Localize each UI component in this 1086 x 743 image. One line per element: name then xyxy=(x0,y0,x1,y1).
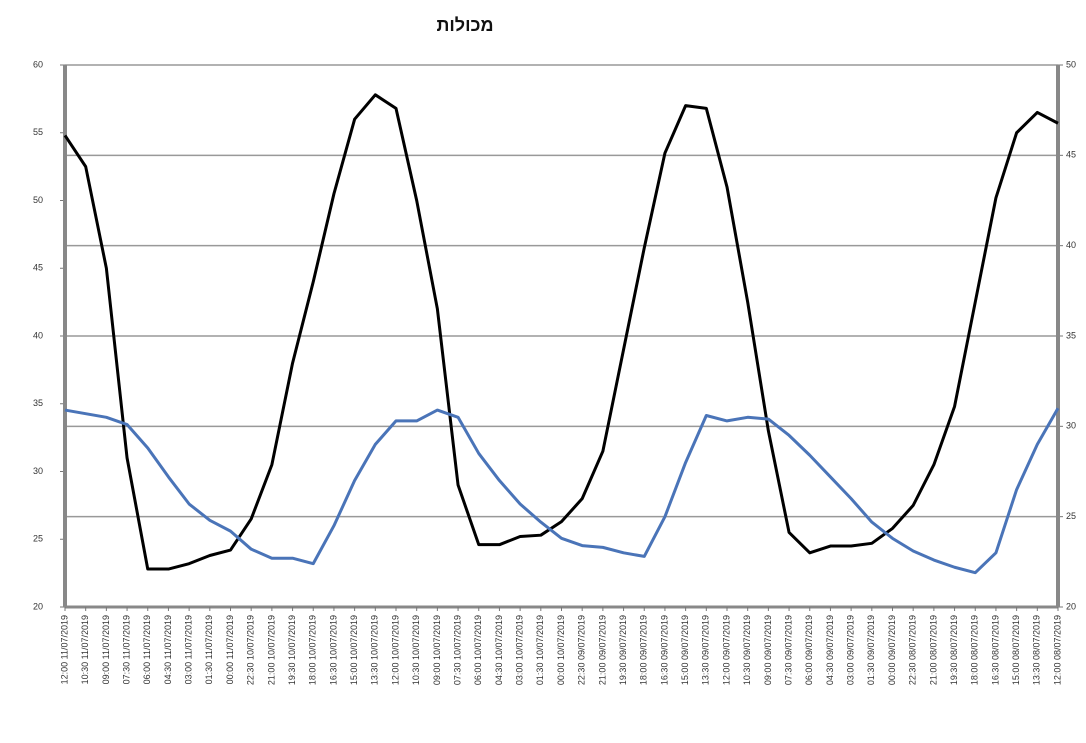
x-tick-label: 01:30 09/07/2019 xyxy=(866,615,876,685)
y-tick-label: 45 xyxy=(33,263,43,273)
x-tick-label: 06:00 09/07/2019 xyxy=(804,615,814,685)
x-tick-label: 22:30 09/07/2019 xyxy=(577,615,587,685)
x-tick-label: 01:30 11/07/2019 xyxy=(204,615,214,684)
x-tick-label: 19:30 08/07/2019 xyxy=(949,615,959,685)
y-tick-label: 40 xyxy=(33,330,43,340)
x-tick-label: 15:00 08/07/2019 xyxy=(1011,615,1021,685)
y-tick-label: 20 xyxy=(33,601,43,611)
x-tick-label: 04:30 09/07/2019 xyxy=(825,615,835,685)
x-tick-label: 16:30 10/07/2019 xyxy=(328,615,338,685)
x-tick-label: 21:00 08/07/2019 xyxy=(928,615,938,685)
x-tick-label: 12:00 10/07/2019 xyxy=(390,615,400,685)
y-tick-label: 50 xyxy=(33,195,43,205)
x-tick-label: 15:00 10/07/2019 xyxy=(349,615,359,685)
y-tick-label: 35 xyxy=(33,398,43,408)
x-tick-label: 06:00 11/07/2019 xyxy=(142,615,152,684)
x-tick-label: 07:30 11/07/2019 xyxy=(121,615,131,684)
y2-tick-label: 30 xyxy=(1066,421,1076,431)
y-tick-label: 60 xyxy=(33,59,43,69)
y2-tick-label: 25 xyxy=(1066,511,1076,521)
y2-tick-label: 40 xyxy=(1066,240,1076,250)
x-tick-label: 06:00 10/07/2019 xyxy=(473,615,483,685)
x-tick-label: 10:30 10/07/2019 xyxy=(411,615,421,685)
x-tick-label: 18:00 10/07/2019 xyxy=(308,615,318,685)
x-tick-label: 00:00 11/07/2019 xyxy=(225,615,235,684)
x-tick-label: 03:00 10/07/2019 xyxy=(515,615,525,685)
x-tick-label: 04:30 11/07/2019 xyxy=(163,615,173,684)
x-tick-label: 21:00 09/07/2019 xyxy=(597,615,607,685)
x-tick-label: 18:00 09/07/2019 xyxy=(639,615,649,685)
x-tick-label: 00:00 09/07/2019 xyxy=(887,615,897,685)
x-tick-label: 21:00 10/07/2019 xyxy=(266,615,276,685)
x-tick-label: 04:30 10/07/2019 xyxy=(494,615,504,685)
series-line xyxy=(63,93,1059,571)
x-tick-label: 13:30 09/07/2019 xyxy=(701,615,711,685)
y2-tick-label: 20 xyxy=(1066,601,1076,611)
x-tick-label: 12:00 08/07/2019 xyxy=(1052,615,1062,685)
x-tick-label: 09:00 09/07/2019 xyxy=(763,615,773,685)
y-tick-label: 25 xyxy=(33,534,43,544)
x-tick-label: 07:30 10/07/2019 xyxy=(452,615,462,685)
x-tick-label: 10:30 09/07/2019 xyxy=(742,615,752,685)
x-tick-label: 03:00 09/07/2019 xyxy=(846,615,856,685)
x-tick-label: 10:30 11/07/2019 xyxy=(80,615,90,684)
chart-title: מכולות xyxy=(436,15,493,35)
y-tick-label: 30 xyxy=(33,466,43,476)
x-tick-label: 09:00 11/07/2019 xyxy=(101,615,111,684)
x-tick-label: 12:00 11/07/2019 xyxy=(59,615,69,684)
x-tick-label: 16:30 09/07/2019 xyxy=(659,615,669,685)
series-line xyxy=(64,407,1060,575)
x-tick-label: 09:00 10/07/2019 xyxy=(432,615,442,685)
y2-tick-label: 35 xyxy=(1066,330,1076,340)
x-tick-label: 00:00 10/07/2019 xyxy=(556,615,566,685)
x-tick-label: 19:30 10/07/2019 xyxy=(287,615,297,685)
x-tick-label: 01:30 10/07/2019 xyxy=(535,615,545,685)
x-tick-label: 12:00 09/07/2019 xyxy=(721,615,731,685)
y2-tick-label: 50 xyxy=(1066,59,1076,69)
y-tick-label: 55 xyxy=(33,127,43,137)
x-tick-label: 18:00 08/07/2019 xyxy=(970,615,980,685)
x-tick-label: 13:30 10/07/2019 xyxy=(370,615,380,685)
y2-tick-label: 45 xyxy=(1066,150,1076,160)
x-tick-label: 07:30 09/07/2019 xyxy=(783,615,793,685)
x-tick-label: 22:30 10/07/2019 xyxy=(246,615,256,685)
x-tick-label: 22:30 08/07/2019 xyxy=(908,615,918,685)
x-tick-label: 15:00 09/07/2019 xyxy=(680,615,690,685)
x-tick-label: 19:30 09/07/2019 xyxy=(618,615,628,685)
x-tick-label: 13:30 08/07/2019 xyxy=(1032,615,1042,685)
x-tick-label: 03:00 11/07/2019 xyxy=(184,615,194,684)
x-tick-label: 16:30 08/07/2019 xyxy=(990,615,1000,685)
